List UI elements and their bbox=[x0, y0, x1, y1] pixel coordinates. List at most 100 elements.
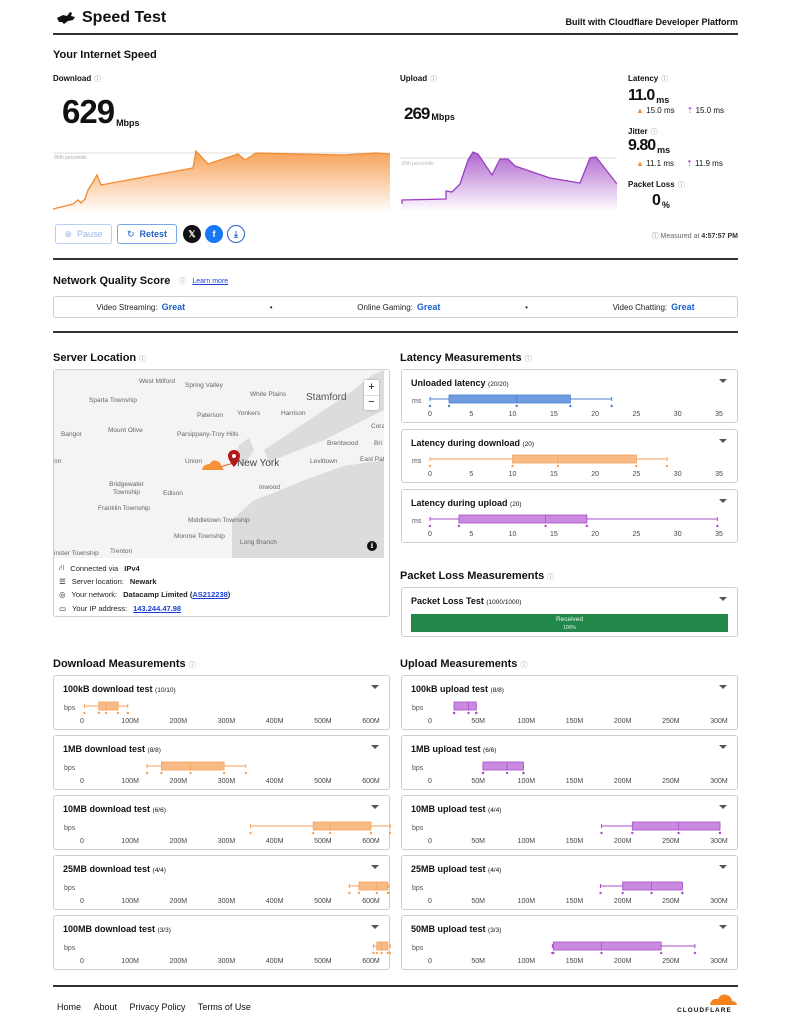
upload-test-card[interactable]: 50MB upload test (3/3) bps 0 50M 100M 150M 20… bbox=[401, 915, 738, 970]
axis-tick: 35 bbox=[715, 471, 723, 478]
axis-tick: 25 bbox=[632, 471, 641, 478]
test-title: 10MB download test (6/6) bbox=[63, 804, 166, 814]
chevron-down-icon[interactable] bbox=[371, 745, 379, 749]
jitter-label: Jitter ⓘ bbox=[628, 127, 658, 136]
chevron-down-icon[interactable] bbox=[371, 925, 379, 929]
jitter-value: 9.80 ms bbox=[628, 137, 671, 155]
facebook-share-icon[interactable]: f bbox=[205, 225, 223, 243]
footer-privacy-link[interactable]: Privacy Policy bbox=[129, 1002, 186, 1012]
chevron-down-icon[interactable] bbox=[719, 865, 727, 869]
download-test-card[interactable]: 100MB download test (3/3) bps 0 100M 200M 30… bbox=[53, 915, 391, 970]
zoom-controls: + − bbox=[364, 380, 379, 410]
upload-test-card[interactable]: 10MB upload test (4/4) bps 0 50M 100M 150M 20… bbox=[401, 795, 738, 850]
axis-tick: 150M bbox=[565, 838, 584, 845]
info-icon: ⓘ bbox=[650, 129, 658, 136]
info-icon: ⓘ bbox=[520, 662, 528, 669]
axis-tick: 250M bbox=[662, 718, 680, 725]
chevron-down-icon[interactable] bbox=[719, 685, 727, 689]
axis-tick: 600M bbox=[362, 898, 380, 905]
unit-label: bps bbox=[412, 885, 424, 892]
axis-tick: 25 bbox=[632, 411, 641, 418]
upload-measurements-title: Upload Measurements ⓘ bbox=[400, 658, 528, 670]
pause-button[interactable]: ⊗ Pause bbox=[55, 224, 112, 244]
box-plot bbox=[481, 761, 525, 775]
latency-value: 11.0 ms bbox=[628, 87, 670, 105]
axis-tick: 0 bbox=[428, 898, 432, 905]
unit-label: bps bbox=[412, 705, 424, 712]
footer-terms-link[interactable]: Terms of Use bbox=[197, 1002, 251, 1012]
test-title: 100MB download test (3/3) bbox=[63, 924, 171, 934]
chevron-down-icon[interactable] bbox=[719, 597, 727, 601]
info-icon: ⓘ bbox=[94, 76, 102, 83]
axis-tick: 500M bbox=[314, 838, 332, 845]
unit-label: ms bbox=[412, 518, 422, 525]
chevron-down-icon[interactable] bbox=[371, 685, 379, 689]
upload-arrow-icon: ⇡ bbox=[686, 159, 693, 168]
axis-tick: 100M bbox=[517, 718, 536, 725]
axis-tick: 0 bbox=[80, 958, 84, 965]
chevron-down-icon[interactable] bbox=[371, 805, 379, 809]
download-test-card[interactable]: 1MB download test (8/8) bps 0 100M 200M 300M… bbox=[53, 735, 390, 790]
axis-tick: 400M bbox=[265, 778, 284, 785]
axis-tick: 100M bbox=[517, 958, 536, 965]
built-with-label[interactable]: Built with Cloudflare Developer Platform bbox=[565, 17, 738, 27]
download-results-icon[interactable]: ⤓ bbox=[227, 225, 245, 243]
chevron-down-icon[interactable] bbox=[719, 805, 727, 809]
axis-tick: 5 bbox=[469, 411, 474, 418]
received-bar: Received 100% bbox=[411, 614, 728, 632]
box-plot bbox=[428, 514, 719, 528]
box-plot bbox=[599, 881, 684, 895]
axis-tick: 35 bbox=[715, 411, 723, 418]
box-plot bbox=[249, 821, 391, 835]
location-pin-icon[interactable] bbox=[227, 450, 241, 468]
unit-label: bps bbox=[412, 825, 424, 832]
chevron-down-icon[interactable] bbox=[719, 439, 727, 443]
packet-loss-measurements-title: Packet Loss Measurements ⓘ bbox=[400, 570, 555, 582]
latency-test-card[interactable]: Unloaded latency (20/20) ms 0 5 10 15 20 25 30 3… bbox=[401, 369, 738, 423]
zoom-out-button[interactable]: − bbox=[364, 395, 379, 410]
ip-address-row: ▭ Your IP address: 143.244.47.98 bbox=[59, 604, 182, 613]
axis-tick: 20 bbox=[591, 471, 600, 478]
test-title: Latency during upload (20) bbox=[411, 498, 522, 508]
chevron-down-icon[interactable] bbox=[719, 925, 727, 929]
zoom-in-button[interactable]: + bbox=[368, 381, 375, 393]
axis-tick: 150M bbox=[565, 718, 584, 725]
footer-about-link[interactable]: About bbox=[93, 1002, 117, 1012]
download-test-card[interactable]: 10MB download test (6/6) bps 0 100M 200M 300… bbox=[53, 795, 391, 850]
footer-home-link[interactable]: Home bbox=[57, 1002, 82, 1012]
test-title: 10MB upload test (4/4) bbox=[411, 804, 502, 814]
axis-tick: 300M bbox=[710, 958, 728, 965]
svg-text:90th percentile: 90th percentile bbox=[401, 161, 434, 167]
ip-link[interactable]: 143.244.47.98 bbox=[133, 604, 182, 613]
box-plot bbox=[452, 701, 478, 715]
upload-test-card[interactable]: 100kB upload test (8/8) bps 0 50M 100M 150M 2… bbox=[401, 675, 738, 730]
footer-links: Home About Privacy Policy Terms of Use bbox=[57, 997, 259, 1015]
map-info-icon[interactable]: i bbox=[367, 541, 377, 551]
axis-tick: 15 bbox=[549, 531, 558, 538]
x-share-icon[interactable]: 𝕏 bbox=[183, 225, 201, 243]
box-plot bbox=[145, 761, 247, 775]
chevron-down-icon[interactable] bbox=[719, 379, 727, 383]
axis-tick: 300M bbox=[710, 898, 728, 905]
chevron-down-icon[interactable] bbox=[719, 499, 727, 503]
upload-test-card[interactable]: 1MB upload test (6/6) bps 0 50M 100M 150M 200… bbox=[401, 735, 738, 790]
nq-video-chatting: Video Chatting: Great bbox=[612, 302, 695, 312]
latency-test-card[interactable]: Latency during upload (20) ms 0 5 10 15 20 25 3… bbox=[401, 489, 738, 543]
learn-more-link[interactable]: Learn more bbox=[192, 277, 229, 285]
download-test-card[interactable]: 100kB download test (10/10) bps 0 100M 200M… bbox=[53, 675, 390, 730]
cloudflare-logo-icon[interactable] bbox=[708, 992, 738, 1006]
unit-label: ms bbox=[412, 398, 422, 405]
axis-tick: 0 bbox=[428, 718, 432, 725]
svg-text:90th percentile: 90th percentile bbox=[54, 155, 87, 161]
cloudflare-brand[interactable]: CLOUDFLARE bbox=[677, 1007, 732, 1014]
latency-test-card[interactable]: Latency during download (20) ms 0 5 10 15 20 2… bbox=[401, 429, 738, 483]
packet-loss-card[interactable]: Packet Loss Test (1000/1000) Received 100… bbox=[401, 587, 738, 637]
upload-test-card[interactable]: 25MB upload test (4/4) bps 0 50M 100M 150M 20… bbox=[401, 855, 738, 910]
packet-loss-label: Packet Loss ⓘ bbox=[628, 180, 685, 189]
chevron-down-icon[interactable] bbox=[371, 865, 379, 869]
map[interactable]: West Milford Spring Valley White Plains … bbox=[54, 370, 384, 558]
retest-button[interactable]: ↻ Retest bbox=[117, 224, 177, 244]
download-test-card[interactable]: 25MB download test (4/4) bps 0 100M 200M 300… bbox=[53, 855, 391, 910]
asn-link[interactable]: AS212238 bbox=[192, 590, 228, 599]
chevron-down-icon[interactable] bbox=[719, 745, 727, 749]
